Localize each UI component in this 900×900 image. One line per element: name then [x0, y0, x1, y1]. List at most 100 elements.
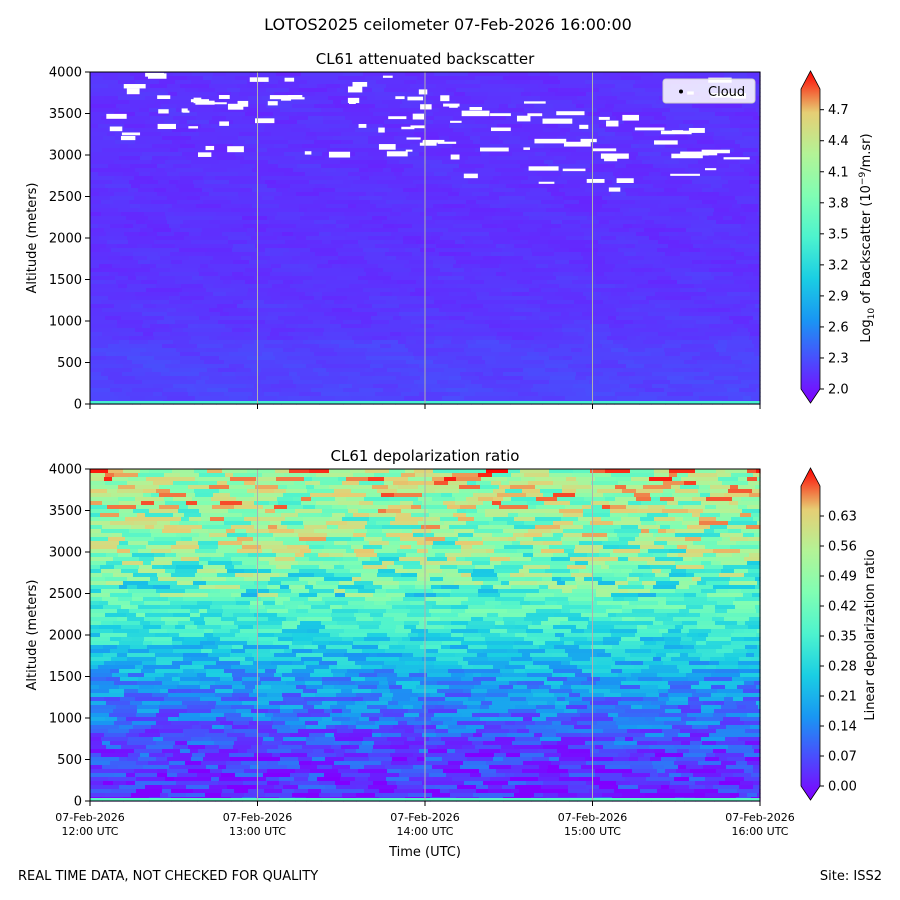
cloud-detection	[121, 132, 141, 136]
cloud-detection	[579, 124, 589, 129]
backscatter-colorbar-ticks: 2.0 2.3 2.6 2.9 3.2 3.5 3.8 4.1 4.4 4.7	[820, 103, 849, 398]
cloud-detection	[405, 149, 413, 152]
colorbar-tick-label: 2.0	[828, 383, 849, 398]
cloud-detection	[145, 72, 164, 77]
depolarization-colorbar-ticks: 0.00 0.07 0.14 0.21 0.28 0.35 0.42 0.49 0.56 0.63	[820, 510, 857, 795]
cloud-detection	[188, 126, 199, 129]
colorbar-tick-label: 0.21	[828, 690, 857, 705]
cloud-detection	[255, 118, 275, 124]
cloud-detection	[205, 145, 215, 151]
cloud-detection	[386, 151, 408, 157]
x-tick-date-15utc: 07-Feb-2026	[558, 811, 627, 824]
colorbar-tick-label: 0.56	[828, 540, 857, 555]
quality-disclaimer: REAL TIME DATA, NOT CHECKED FOR QUALITY	[18, 869, 319, 884]
cloud-detection	[437, 141, 457, 144]
cloud-detection	[523, 147, 530, 150]
colorbar-tick-label: 3.2	[828, 258, 849, 273]
cloud-detection	[401, 126, 415, 130]
cloud-detection	[490, 113, 511, 117]
cloud-detection	[580, 138, 597, 143]
x-tick-date-13utc: 07-Feb-2026	[223, 811, 292, 824]
cloud-detection	[407, 96, 424, 101]
legend-label-cloud: Cloud	[708, 85, 745, 100]
cloud-detection	[378, 144, 396, 150]
cloud-detection	[249, 77, 269, 82]
y-tick-label: 1000	[49, 712, 82, 727]
depolarization-time-gridlines	[257, 469, 593, 801]
cloud-detection	[670, 173, 700, 176]
cloud-detection	[556, 111, 585, 116]
cloud-detection	[410, 125, 425, 129]
cloud-detection	[696, 151, 718, 156]
legend-box	[662, 78, 756, 104]
backscatter-y-axis: 0 500 1000 1500 2000 2500 3000 3500 4000	[49, 66, 90, 413]
cloud-detection	[598, 116, 610, 120]
y-tick-label: 3000	[49, 149, 82, 164]
cloud-detection	[227, 103, 244, 110]
x-tick-time-14utc: 14:00 UTC	[396, 825, 453, 838]
cloud-detection	[723, 157, 750, 160]
cloud-detection	[523, 101, 546, 104]
backscatter-colorbar: 2.0 2.3 2.6 2.9 3.2 3.5 3.8 4.1 4.4 4.7 Log10 of …	[800, 70, 877, 404]
cloud-detection	[157, 95, 171, 99]
colorbar-tick-label: 4.4	[828, 134, 849, 149]
cloud-detection	[193, 97, 202, 104]
cloud-detection	[616, 178, 634, 184]
y-tick-label: 2500	[49, 190, 82, 205]
y-tick-label: 2000	[49, 629, 82, 644]
cloud-detection	[281, 95, 292, 101]
colorbar-tick-label: 0.14	[828, 720, 857, 735]
y-tick-label: 500	[57, 356, 82, 371]
cloud-detection	[418, 89, 428, 95]
cloud-detection	[358, 123, 367, 128]
figure-title: LOTOS2025 ceilometer 07-Feb-2026 16:00:0…	[264, 15, 632, 34]
backscatter-x-axis	[89, 404, 761, 409]
cloud-detection	[622, 114, 639, 121]
y-tick-label: 3000	[49, 546, 82, 561]
backscatter-time-gridlines	[257, 72, 593, 404]
cloud-detection	[701, 149, 730, 154]
depolarization-y-label: Altitude (meters)	[25, 580, 40, 691]
depolarization-y-axis: 0 500 1000 1500 2000 2500 3000 3500 4000	[49, 463, 90, 810]
cloud-detection	[469, 107, 483, 111]
colorbar-tick-label: 4.7	[828, 103, 849, 118]
cloud-detection	[269, 95, 291, 100]
backscatter-colorbar-bar	[800, 70, 821, 404]
cloud-detection	[450, 154, 460, 160]
cloud-detection	[267, 101, 278, 106]
cloud-detection	[449, 104, 458, 108]
colorbar-tick-label: 3.8	[828, 196, 849, 211]
y-tick-label: 1500	[49, 273, 82, 288]
cloud-detection	[671, 153, 703, 159]
depolarization-plot-area	[89, 468, 761, 802]
cloud-detection	[528, 166, 559, 171]
y-tick-label: 3500	[49, 107, 82, 122]
cloud-detection	[562, 168, 586, 172]
cloud-detection	[450, 120, 462, 123]
x-tick-time-13utc: 13:00 UTC	[229, 825, 286, 838]
cloud-detection	[606, 120, 619, 127]
colorbar-tick-label: 4.1	[828, 165, 849, 180]
backscatter-title: CL61 attenuated backscatter	[316, 50, 535, 68]
cloud-detection	[542, 118, 573, 124]
cloud-detection	[654, 140, 678, 145]
cloud-detection	[181, 108, 188, 113]
colorbar-tick-label: 0.35	[828, 630, 857, 645]
y-tick-label: 1000	[49, 315, 82, 330]
colorbar-tick-label: 0.49	[828, 570, 857, 585]
cloud-detection	[463, 173, 478, 179]
y-tick-label: 500	[57, 753, 82, 768]
cloud-detection	[634, 127, 665, 131]
cloud-detection	[395, 96, 405, 100]
depolarization-title: CL61 depolarization ratio	[331, 447, 520, 465]
cloud-detection	[219, 121, 229, 126]
cloud-detection	[378, 127, 385, 133]
cloud-detection	[412, 113, 425, 120]
colorbar-tick-label: 2.9	[828, 289, 849, 304]
colorbar-tick-label: 0.00	[828, 780, 857, 795]
colorbar-tick-label: 0.07	[828, 750, 857, 765]
backscatter-y-label: Altitude (meters)	[25, 183, 40, 294]
y-tick-label: 0	[74, 795, 82, 810]
